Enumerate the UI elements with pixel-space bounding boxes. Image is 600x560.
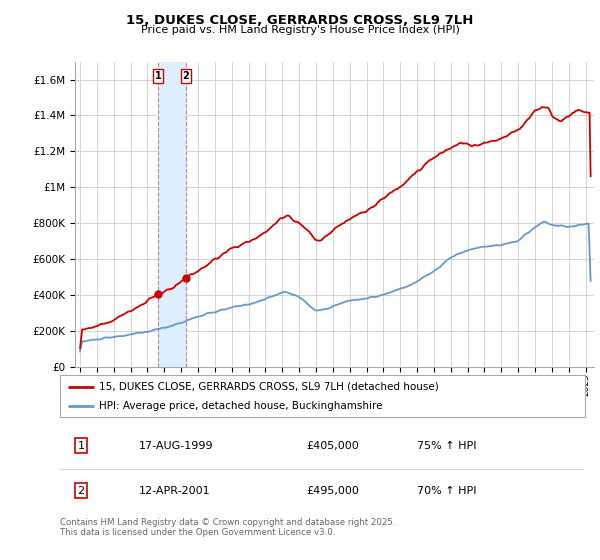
Text: 2: 2 [77, 486, 85, 496]
Text: £495,000: £495,000 [307, 486, 359, 496]
Text: 17-AUG-1999: 17-AUG-1999 [139, 441, 214, 451]
Bar [158, 62, 186, 367]
Text: 75% ↑ HPI: 75% ↑ HPI [417, 441, 476, 451]
Text: HPI: Average price, detached house, Buckinghamshire: HPI: Average price, detached house, Buck… [100, 401, 383, 411]
Text: 12-APR-2001: 12-APR-2001 [139, 486, 211, 496]
Text: 1: 1 [155, 71, 161, 81]
Text: 1: 1 [77, 441, 85, 451]
Text: 70% ↑ HPI: 70% ↑ HPI [417, 486, 476, 496]
Text: 2: 2 [182, 71, 189, 81]
Text: Price paid vs. HM Land Registry's House Price Index (HPI): Price paid vs. HM Land Registry's House … [140, 25, 460, 35]
Text: 15, DUKES CLOSE, GERRARDS CROSS, SL9 7LH (detached house): 15, DUKES CLOSE, GERRARDS CROSS, SL9 7LH… [100, 381, 439, 391]
Text: 15, DUKES CLOSE, GERRARDS CROSS, SL9 7LH: 15, DUKES CLOSE, GERRARDS CROSS, SL9 7LH [127, 14, 473, 27]
Text: Contains HM Land Registry data © Crown copyright and database right 2025.
This d: Contains HM Land Registry data © Crown c… [60, 518, 395, 538]
Text: £405,000: £405,000 [307, 441, 359, 451]
